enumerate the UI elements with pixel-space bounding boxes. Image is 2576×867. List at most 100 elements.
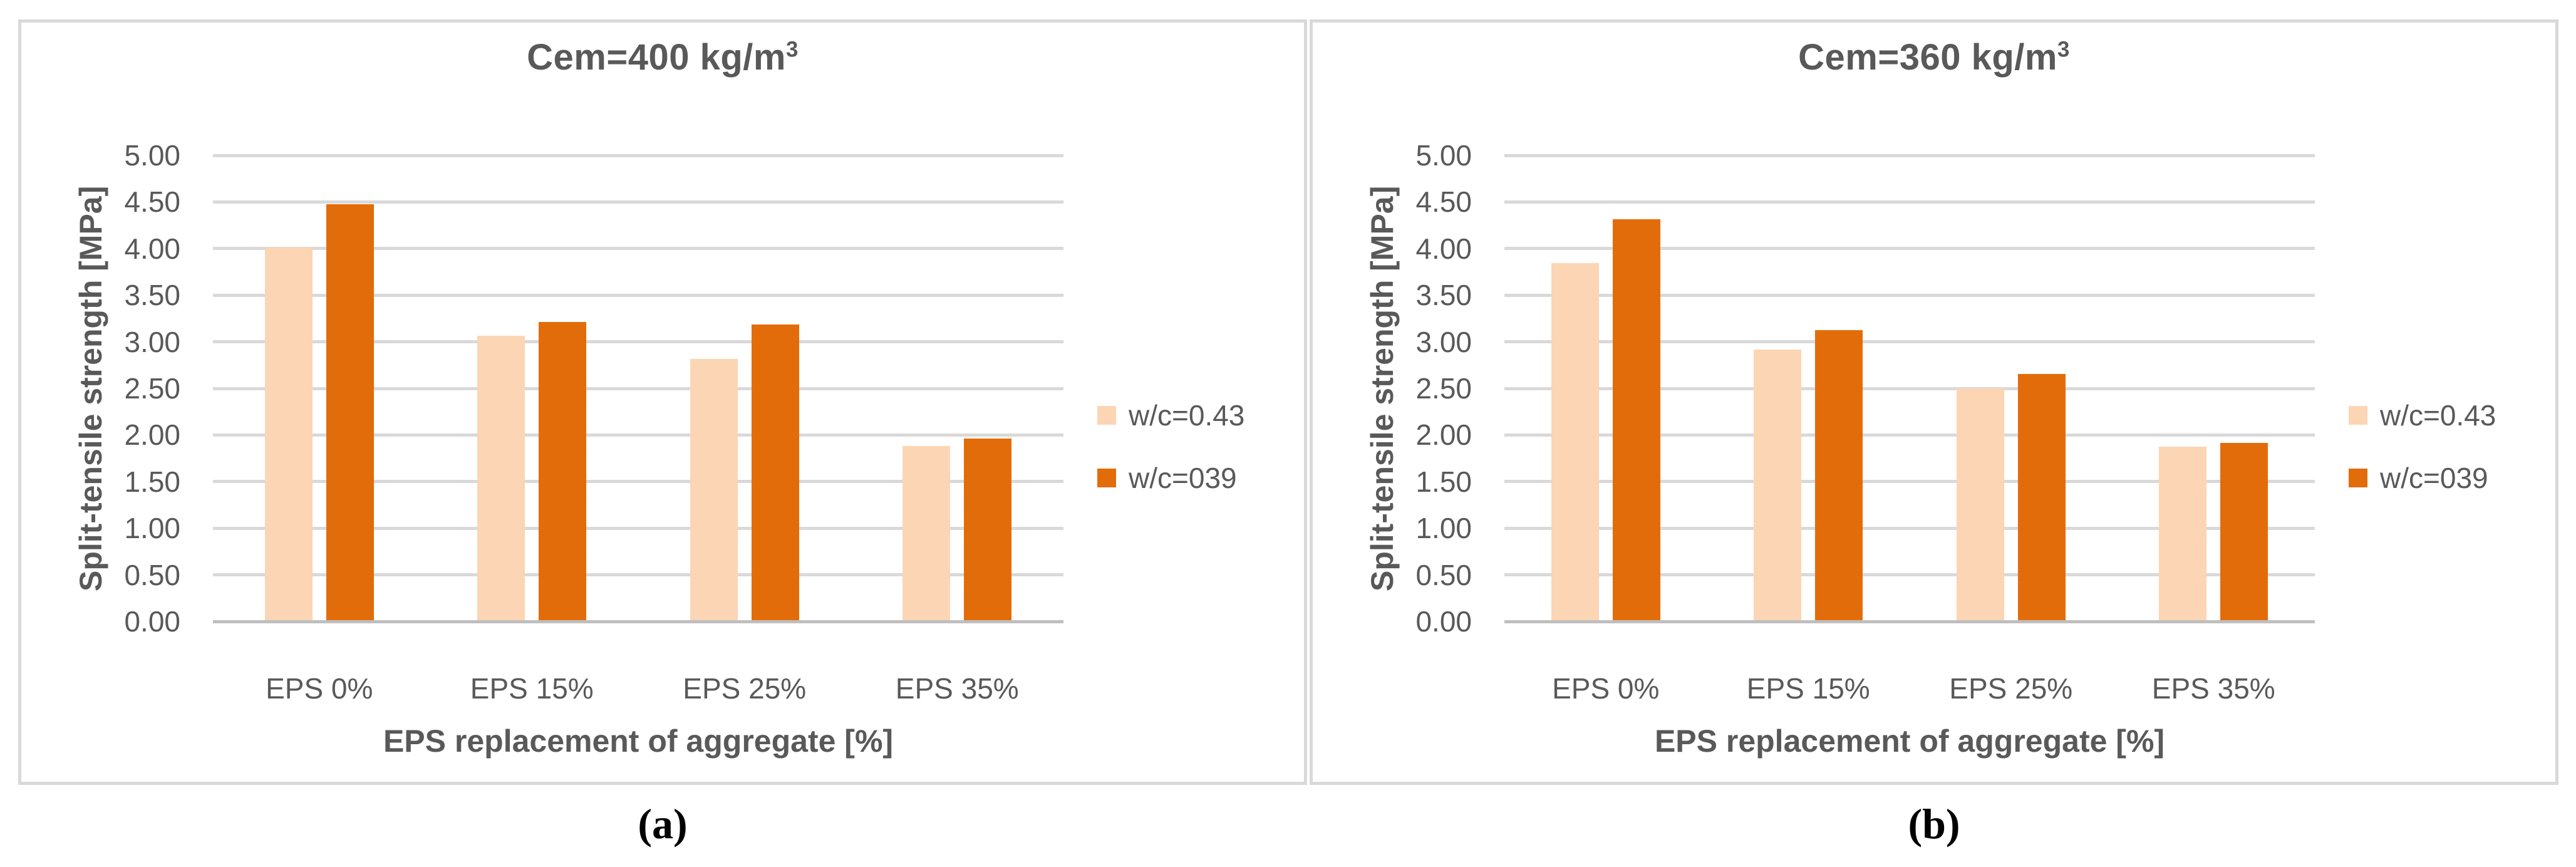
bar-w-c-039-eps-0 <box>1612 219 1660 620</box>
chart-panel-b: Cem=360 kg/m3 Split-tensile strength [MP… <box>1310 19 2558 785</box>
category-slot-eps-15 <box>426 155 639 621</box>
y-tick-label: 3.00 <box>124 325 180 358</box>
bar-w-c-039-eps-15 <box>539 321 587 620</box>
gridline <box>213 573 1063 577</box>
y-tick-label: 1.50 <box>124 465 180 498</box>
bar-w-c-039-eps-15 <box>1815 330 1863 620</box>
bar-group-eps-35 <box>2159 443 2268 620</box>
gridline <box>1504 340 2315 344</box>
legend-swatch-icon <box>1097 469 1116 487</box>
gridline <box>1504 480 2315 484</box>
legend-swatch-icon <box>2349 406 2367 425</box>
bar-w-c-0.43-eps-15 <box>1754 350 1802 620</box>
y-tick-label: 4.50 <box>124 185 180 219</box>
chart-title: Cem=360 kg/m3 <box>1488 36 2380 78</box>
gridline <box>213 247 1063 251</box>
gridline <box>213 433 1063 437</box>
gridline <box>1504 526 2315 530</box>
legend-item: w/c=039 <box>2349 461 2537 495</box>
x-axis-tick-labels: EPS 0% EPS 15% EPS 25% EPS 35% <box>1504 672 2315 709</box>
legend: w/c=0.43 w/c=039 <box>1097 398 1285 524</box>
x-tick-label: EPS 35% <box>895 672 1019 705</box>
chart-panel-a: Cem=400 kg/m3 Split-tensile strength [MP… <box>18 19 1307 785</box>
gridline <box>1504 293 2315 297</box>
y-tick-label: 3.50 <box>1415 279 1472 312</box>
bar-w-c-039-eps-0 <box>326 204 374 620</box>
caption-a: (a) <box>638 800 688 848</box>
y-tick-label: 4.00 <box>124 232 180 265</box>
y-tick-label: 2.50 <box>1415 372 1472 405</box>
legend-label: w/c=0.43 <box>2380 399 2496 432</box>
gridline <box>213 293 1063 297</box>
y-tick-label: 0.00 <box>1415 605 1472 638</box>
bar-w-c-0.43-eps-25 <box>1956 388 2004 620</box>
plot-area <box>213 153 1063 623</box>
y-tick-label: 5.00 <box>124 139 180 172</box>
gridline <box>213 526 1063 530</box>
bar-w-c-039-eps-35 <box>2220 443 2268 620</box>
y-tick-label: 2.00 <box>1415 418 1472 452</box>
y-tick-label: 1.00 <box>1415 512 1472 545</box>
legend-item: w/c=039 <box>1097 461 1285 495</box>
x-axis-title: EPS replacement of aggregate [%] <box>1654 724 2165 759</box>
x-tick-label: EPS 25% <box>1949 672 2073 705</box>
y-tick-label: 0.50 <box>1415 558 1472 591</box>
bar-group-eps-35 <box>903 438 1012 620</box>
x-tick-label: EPS 15% <box>470 672 594 705</box>
chart-title-superscript: 3 <box>2057 37 2070 62</box>
chart-title-superscript: 3 <box>785 37 799 62</box>
legend-swatch-icon <box>2349 469 2367 487</box>
bar-group-eps-15 <box>477 321 587 620</box>
gridline <box>213 480 1063 484</box>
x-axis-tick-labels: EPS 0% EPS 15% EPS 25% EPS 35% <box>213 672 1063 709</box>
legend-label: w/c=039 <box>2380 462 2488 494</box>
bar-w-c-039-eps-25 <box>751 324 799 620</box>
gridline <box>1504 247 2315 251</box>
bar-w-c-0.43-eps-35 <box>2159 447 2207 620</box>
y-tick-label: 3.50 <box>124 279 180 312</box>
y-tick-label: 4.50 <box>1415 185 1472 219</box>
caption-b: (b) <box>1908 800 1960 848</box>
bar-group-eps-15 <box>1754 330 1863 620</box>
x-tick-label: EPS 35% <box>2151 672 2275 705</box>
gridline <box>1504 153 2315 157</box>
y-axis-tick-labels: 0.00 0.50 1.00 1.50 2.00 2.50 3.00 3.50 4.00 4.50… <box>1313 139 1494 638</box>
legend-label: w/c=039 <box>1129 462 1237 494</box>
gridline <box>1504 200 2315 204</box>
bar-w-c-039-eps-35 <box>964 438 1012 620</box>
y-tick-label: 0.00 <box>124 605 180 638</box>
category-slot-eps-25 <box>1910 155 2113 621</box>
gridline <box>213 200 1063 204</box>
plot-area <box>1504 153 2315 623</box>
y-tick-label: 2.50 <box>124 372 180 405</box>
bar-group-eps-0 <box>1551 219 1660 620</box>
gridline <box>213 387 1063 390</box>
y-tick-label: 4.00 <box>1415 232 1472 265</box>
gridline <box>1504 573 2315 577</box>
legend-item: w/c=0.43 <box>1097 398 1285 432</box>
y-tick-label: 1.50 <box>1415 465 1472 498</box>
bar-group-eps-25 <box>690 324 799 620</box>
x-tick-label: EPS 0% <box>266 672 373 705</box>
gridline <box>213 153 1063 157</box>
category-slot-eps-0 <box>213 155 426 621</box>
bar-w-c-0.43-eps-0 <box>264 247 313 620</box>
category-slot-eps-15 <box>1707 155 1910 621</box>
x-axis-line <box>213 620 1063 623</box>
y-tick-label: 2.00 <box>124 418 180 452</box>
x-tick-label: EPS 0% <box>1552 672 1660 705</box>
x-axis-title: EPS replacement of aggregate [%] <box>383 724 894 759</box>
x-tick-label: EPS 15% <box>1746 672 1870 705</box>
gridline <box>213 340 1063 344</box>
category-slot-eps-0 <box>1504 155 1707 621</box>
chart-title: Cem=400 kg/m3 <box>197 36 1129 78</box>
bar-w-c-0.43-eps-35 <box>903 445 951 620</box>
y-tick-label: 5.00 <box>1415 139 1472 172</box>
y-axis-tick-labels: 0.00 0.50 1.00 1.50 2.00 2.50 3.00 3.50 4.00 4.50… <box>21 139 203 638</box>
chart-title-text: Cem=360 kg/m <box>1798 37 2057 78</box>
category-slot-eps-35 <box>2113 155 2315 621</box>
chart-title-text: Cem=400 kg/m <box>527 37 786 78</box>
gridline <box>1504 433 2315 437</box>
gridline <box>1504 387 2315 390</box>
